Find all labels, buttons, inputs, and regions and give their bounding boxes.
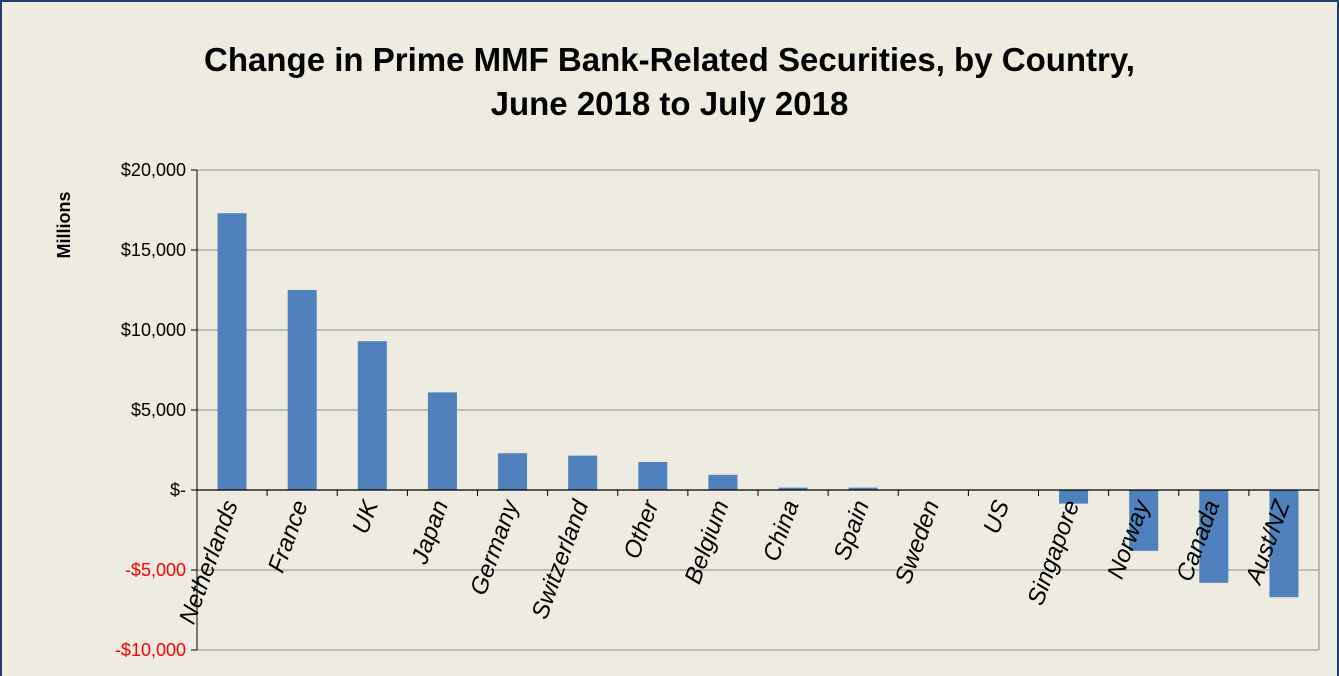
- bars: [217, 213, 1299, 598]
- chart-title-line-1: Change in Prime MMF Bank-Related Securit…: [204, 41, 1135, 78]
- x-tick-label: Sweden: [890, 497, 945, 588]
- bar-canada: [1199, 490, 1229, 583]
- y-tick-label: $20,000: [121, 160, 186, 180]
- bar-switzerland: [568, 455, 598, 490]
- y-tick-label: -$10,000: [115, 640, 186, 660]
- bar-belgium: [708, 474, 738, 490]
- y-tick-label: -$5,000: [125, 560, 186, 580]
- x-tick-label: Singapore: [1022, 497, 1085, 609]
- y-tick-label: $15,000: [121, 240, 186, 260]
- x-tick-label: France: [263, 497, 314, 576]
- y-axis-label: Millions: [54, 192, 74, 259]
- bar-netherlands: [217, 213, 247, 490]
- bar-china: [778, 487, 808, 490]
- y-tick-label: $5,000: [131, 400, 186, 420]
- x-tick-label: Switzerland: [527, 496, 595, 622]
- bar-uk: [357, 341, 387, 490]
- chart-title-line-2: June 2018 to July 2018: [490, 85, 849, 122]
- axes: [191, 169, 1319, 651]
- bar-other: [638, 462, 668, 490]
- y-tick-label: $10,000: [121, 320, 186, 340]
- x-tick-label: Spain: [828, 497, 874, 564]
- x-tick-labels: Netherlands France UK Japan Germany Switzerla…: [174, 495, 1296, 628]
- y-tick-labels: $20,000 $15,000 $10,000 $5,000 $- -$5,000 -$10…: [115, 160, 186, 660]
- bar-aust-nz: [1269, 490, 1299, 598]
- y-tick-label: $-: [170, 480, 186, 500]
- bar-norway: [1129, 490, 1159, 551]
- bar-japan: [427, 392, 457, 490]
- x-tick-label: Other: [619, 496, 665, 563]
- chart-title: Change in Prime MMF Bank-Related Securit…: [2, 38, 1337, 126]
- x-tick-label: Belgium: [680, 497, 735, 588]
- x-tick-label: Germany: [465, 495, 525, 599]
- x-tick-label: Japan: [406, 497, 454, 569]
- bar-spain: [848, 487, 878, 490]
- bar-germany: [498, 453, 528, 490]
- bar-singapore: [1059, 490, 1089, 504]
- x-tick-label: UK: [347, 496, 384, 537]
- x-tick-label: China: [758, 497, 805, 565]
- x-tick-label: US: [978, 497, 1015, 538]
- bar-france: [287, 290, 317, 490]
